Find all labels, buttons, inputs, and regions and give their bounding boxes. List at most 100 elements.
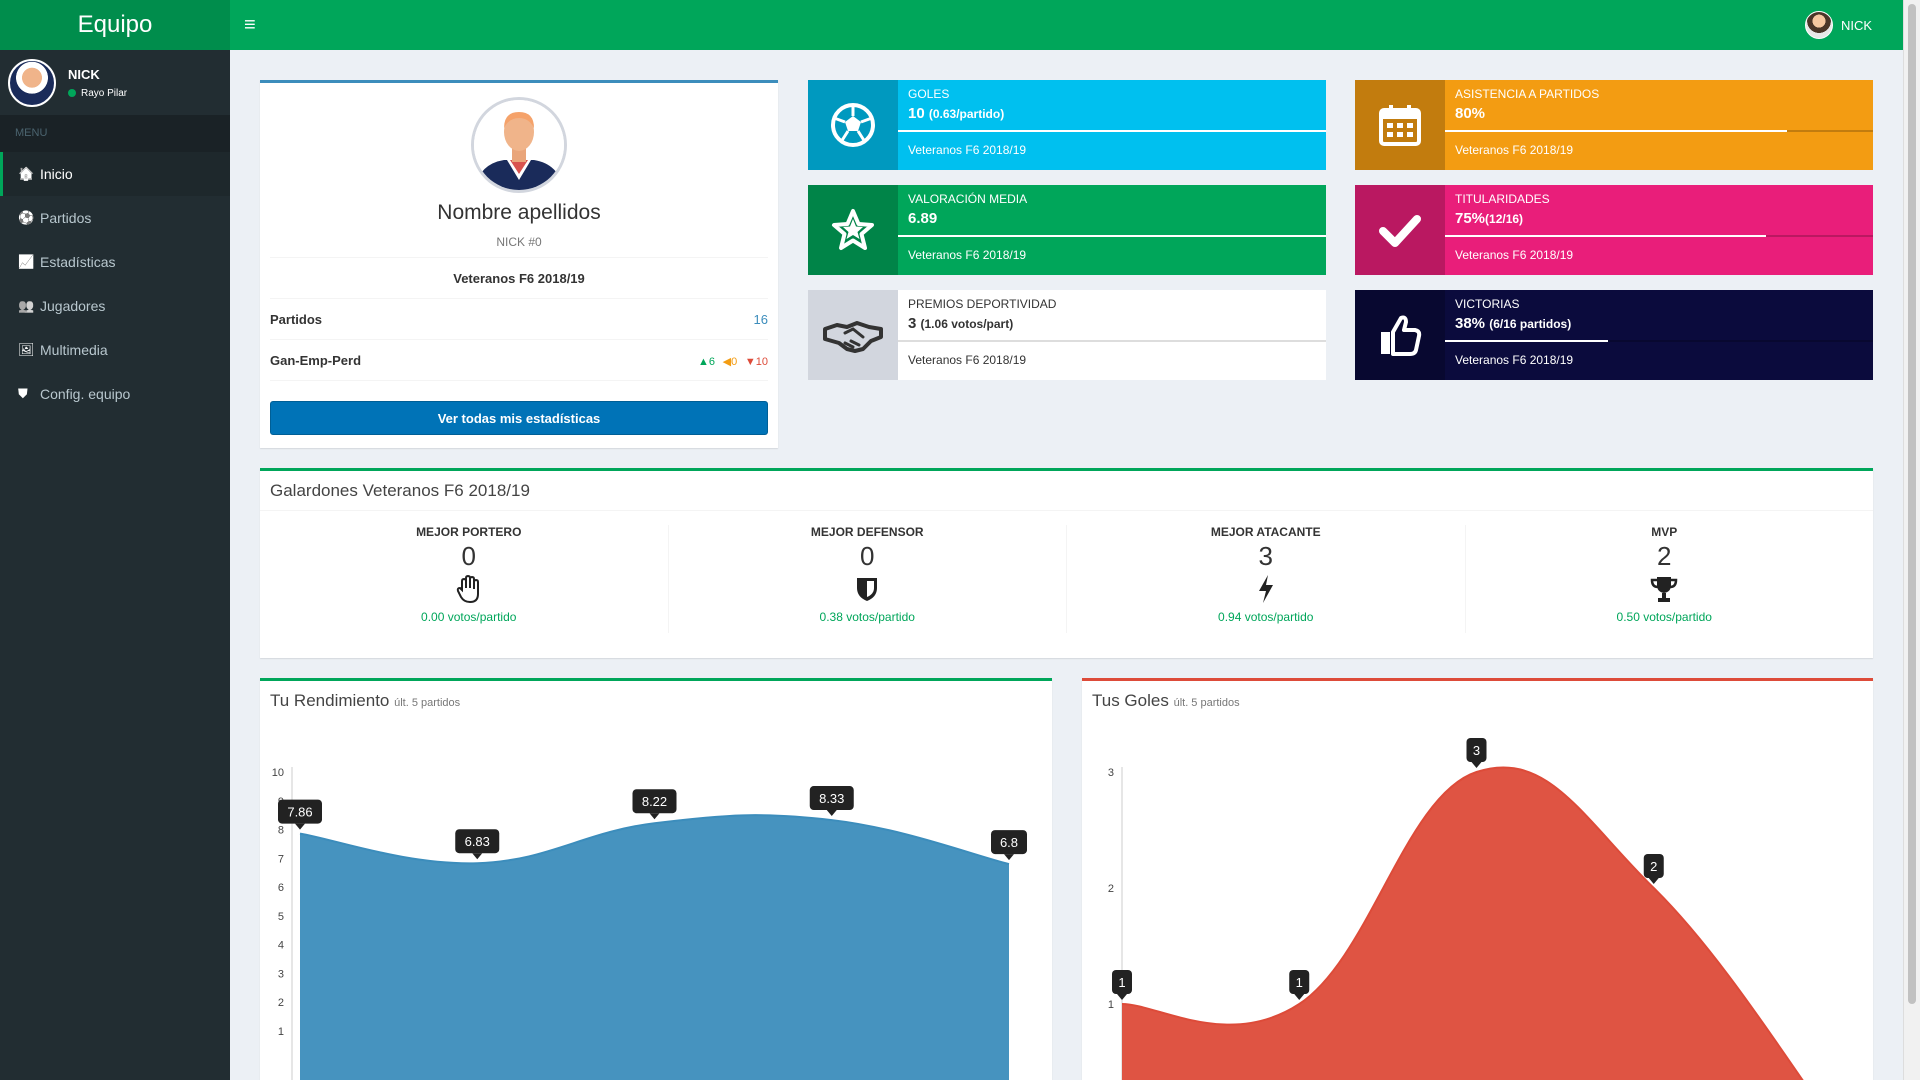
matches-value: 16 bbox=[753, 311, 768, 327]
app-logo[interactable]: Equipo bbox=[0, 0, 230, 50]
goles-desc: Veteranos F6 2018/19 bbox=[908, 143, 1027, 157]
user-status: Rayo Pilar bbox=[68, 88, 127, 99]
sidebar-item-partidos[interactable]: ⚽ Partidos bbox=[0, 196, 230, 240]
sidebar-toggle-icon[interactable]: ≡ bbox=[244, 13, 256, 36]
matches-label: Partidos bbox=[270, 311, 323, 327]
user-menu[interactable]: NICK bbox=[1804, 11, 1872, 39]
wins-value: ▲6 bbox=[698, 355, 716, 368]
data-label: 1 bbox=[1289, 970, 1310, 1000]
line-chart-icon: 📈 bbox=[18, 254, 35, 269]
rendimiento-chart-box: Tu Rendimiento últ. 5 partidos 123456789… bbox=[260, 678, 1052, 1080]
data-label: 7.86 bbox=[278, 799, 322, 830]
goles-chart-box: Tus Goles últ. 5 partidos 12311320 bbox=[1082, 678, 1873, 1080]
info-box-asistencia[interactable]: ASISTENCIA A PARTIDOS 80% Veteranos F6 2… bbox=[1355, 80, 1873, 170]
series-line bbox=[299, 814, 1010, 866]
svg-text:8.33: 8.33 bbox=[819, 791, 844, 806]
sidebar-item-config-equipo[interactable]: ⛊ Config. equipo bbox=[0, 372, 230, 416]
data-label: 6.83 bbox=[455, 829, 500, 860]
checkmark-icon bbox=[1355, 185, 1445, 275]
profile-avatar bbox=[471, 97, 567, 193]
premios-progress bbox=[898, 340, 1326, 342]
profile-name: Nombre apellidos bbox=[437, 201, 601, 224]
user-avatar bbox=[8, 58, 56, 107]
sidebar-item-jugadores[interactable]: 👥 Jugadores bbox=[0, 284, 230, 328]
user-team: Rayo Pilar bbox=[81, 87, 128, 99]
losses-value: ▼10 bbox=[744, 355, 768, 368]
sidebar-item-label: Estadísticas bbox=[40, 254, 116, 270]
y-tick-label: 4 bbox=[278, 940, 284, 952]
data-label: 8.33 bbox=[809, 786, 854, 817]
y-tick-label: 5 bbox=[278, 911, 284, 923]
premios-desc: Veteranos F6 2018/19 bbox=[908, 353, 1027, 367]
info-box-valoracion[interactable]: VALORACIÓN MEDIA 6.89 Veteranos F6 2018/… bbox=[808, 185, 1326, 275]
view-stats-button[interactable]: Ver todas mis estadísticas bbox=[270, 401, 768, 435]
sidebar-item-label: Config. equipo bbox=[40, 386, 131, 402]
data-label: 2 bbox=[1643, 854, 1664, 884]
goles-value: 10 bbox=[908, 105, 925, 122]
asistencia-progress bbox=[1445, 130, 1873, 132]
sidebar-item-estadísticas[interactable]: 📈 Estadísticas bbox=[0, 240, 230, 284]
sidebar-item-label: Inicio bbox=[40, 166, 73, 182]
premios-value: 3 bbox=[908, 315, 917, 332]
y-tick-label: 1 bbox=[278, 1026, 284, 1038]
asistencia-label: ASISTENCIA A PARTIDOS bbox=[1455, 87, 1600, 101]
titularidades-extra: (12/16) bbox=[1485, 212, 1524, 226]
series-line bbox=[1121, 766, 1804, 1080]
area-series bbox=[1122, 767, 1803, 1080]
info-box-premios[interactable]: PREMIOS DEPORTIVIDAD 3 (1.06 votos/part)… bbox=[808, 290, 1326, 380]
shield-icon bbox=[669, 572, 1067, 606]
award-count: 3 bbox=[1258, 541, 1273, 571]
info-box-goles[interactable]: GOLES 10 (0.63/partido) Veteranos F6 201… bbox=[808, 80, 1326, 170]
header-avatar bbox=[1804, 11, 1833, 39]
gep-label: Gan-Emp-Perd bbox=[270, 352, 362, 368]
victorias-progress bbox=[1445, 340, 1873, 342]
svg-text:6.8: 6.8 bbox=[1000, 835, 1018, 850]
handshake-icon bbox=[808, 290, 898, 380]
premios-label: PREMIOS DEPORTIVIDAD bbox=[908, 297, 1057, 311]
rendimiento-chart: 123456789107.866.838.228.336.8 bbox=[272, 767, 1027, 1080]
y-tick-label: 2 bbox=[1108, 883, 1114, 895]
page-scrollbar[interactable] bbox=[1903, 0, 1920, 1080]
titularidades-label: TITULARIDADES bbox=[1455, 192, 1550, 206]
goles-chart-subtitle: últ. 5 partidos bbox=[1173, 697, 1240, 709]
award-votes: 0.94 votos/partido bbox=[1218, 610, 1314, 624]
y-tick-label: 1 bbox=[1108, 999, 1114, 1011]
info-box-titularidades[interactable]: TITULARIDADES 75%(12/16) Veteranos F6 20… bbox=[1355, 185, 1873, 275]
star-icon bbox=[808, 185, 898, 275]
sidebar-item-inicio[interactable]: 🏠 Inicio bbox=[0, 152, 230, 196]
award-count: 0 bbox=[461, 541, 476, 571]
awards-box: Galardones Veteranos F6 2018/19 MEJOR PO… bbox=[260, 468, 1873, 658]
award-mejor-portero: MEJOR PORTERO 0 0.00 votos/partido bbox=[270, 525, 669, 633]
image-icon: 🖼 bbox=[18, 342, 35, 357]
sidebar-item-multimedia[interactable]: 🖼 Multimedia bbox=[0, 328, 230, 372]
calendar-icon bbox=[1355, 80, 1445, 170]
y-tick-label: 3 bbox=[278, 968, 284, 980]
goles-label: GOLES bbox=[908, 87, 950, 101]
sidebar-user-name: NICK bbox=[68, 66, 100, 82]
valoracion-label: VALORACIÓN MEDIA bbox=[908, 192, 1028, 206]
titularidades-value: 75% bbox=[1455, 210, 1486, 227]
goles-chart: 12311320 bbox=[1108, 738, 1804, 1080]
goles-extra: (0.63/partido) bbox=[928, 107, 1005, 121]
valoracion-desc: Veteranos F6 2018/19 bbox=[908, 248, 1027, 262]
svg-text:1: 1 bbox=[1118, 975, 1125, 990]
data-label: 1 bbox=[1112, 970, 1132, 1000]
info-box-victorias[interactable]: VICTORIAS 38% (6/16 partidos) Veteranos … bbox=[1355, 290, 1873, 380]
award-title: MEJOR DEFENSOR bbox=[810, 525, 924, 539]
award-count: 2 bbox=[1657, 541, 1672, 571]
goles-progress bbox=[898, 130, 1326, 132]
sidebar-item-label: Partidos bbox=[40, 210, 92, 226]
lightning-icon bbox=[1067, 572, 1465, 606]
data-label: 3 bbox=[1466, 738, 1487, 768]
premios-extra: (1.06 votos/part) bbox=[920, 317, 1014, 331]
award-votes: 0.38 votos/partido bbox=[819, 610, 915, 624]
svg-text:3: 3 bbox=[1473, 743, 1480, 758]
hand-icon bbox=[270, 572, 668, 606]
award-votes: 0.50 votos/partido bbox=[1616, 610, 1712, 624]
rendimiento-chart-title: Tu Rendimiento últ. 5 partidos bbox=[270, 691, 461, 710]
svg-text:7.86: 7.86 bbox=[287, 805, 312, 820]
online-dot-icon bbox=[68, 89, 76, 97]
svg-text:8.22: 8.22 bbox=[642, 794, 667, 809]
scrollbar-thumb[interactable] bbox=[1908, 4, 1916, 1004]
sidebar-item-label: Multimedia bbox=[40, 342, 108, 358]
